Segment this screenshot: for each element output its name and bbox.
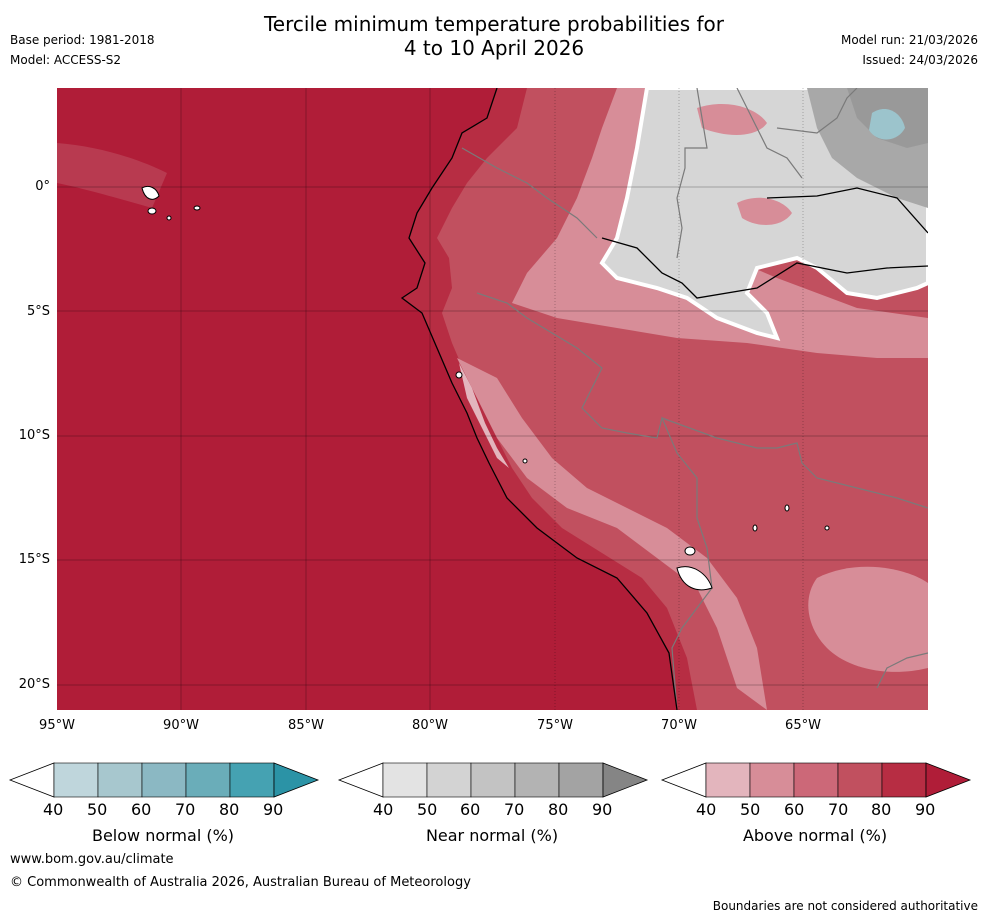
coastal-dark-band — [402, 88, 697, 710]
lon-label-65w: 65°W — [785, 718, 821, 733]
cb-near-tick-60: 60 — [460, 800, 481, 819]
model-run-text: Model run: 21/03/2026 — [840, 33, 978, 47]
colorbar-above-segment — [705, 762, 751, 798]
galapagos-shade — [57, 143, 167, 208]
lat-label-10s: 10°S — [18, 428, 50, 443]
cb-near-label: Near normal (%) — [425, 826, 559, 845]
colorbar-near-low-extend — [337, 762, 384, 798]
above-light-coast — [457, 358, 767, 710]
above-patch-in-near-2 — [737, 197, 792, 225]
country-borders — [461, 88, 928, 710]
lon-label-95w: 95°W — [39, 718, 75, 733]
lat-label-0: 0° — [35, 179, 50, 194]
meta-right: Model run: 21/03/2026 Issued: 24/03/2026 — [841, 30, 978, 70]
cb-above-tick-80: 80 — [871, 800, 892, 819]
above-light-north — [512, 88, 928, 358]
coastline — [400, 88, 928, 710]
copyright-text: © Commonwealth of Australia 2026, Austra… — [10, 875, 471, 890]
cb-below-tick-70: 70 — [175, 800, 196, 819]
cb-below-tick-40: 40 — [43, 800, 64, 819]
colorbars — [8, 762, 972, 798]
lakes-islands — [141, 185, 830, 591]
lat-label-15s: 15°S — [18, 552, 50, 567]
colorbar-near-segment — [470, 762, 516, 798]
colorbar-above-low-extend — [660, 762, 707, 798]
colorbar-below-high-extend — [273, 762, 320, 798]
cb-below-label: Below normal (%) — [91, 826, 235, 845]
website-link[interactable]: www.bom.gov.au/climate — [10, 852, 174, 867]
colorbar-below-normal — [8, 762, 320, 798]
colorbar-above-normal — [660, 762, 972, 798]
colorbar-below-segment — [53, 762, 99, 798]
cb-near-tick-50: 50 — [417, 800, 438, 819]
colorbar-above-segment — [881, 762, 927, 798]
cb-near-tick-70: 70 — [504, 800, 525, 819]
title-line-1: Tercile minimum temperature probabilitie… — [263, 12, 725, 36]
cb-above-tick-60: 60 — [784, 800, 805, 819]
lon-label-75w: 75°W — [537, 718, 573, 733]
disclaimer-text: Boundaries are not considered authoritat… — [712, 899, 978, 913]
cb-below-tick-50: 50 — [87, 800, 108, 819]
lat-label-5s: 5°S — [26, 304, 50, 319]
lon-label-70w: 70°W — [661, 718, 697, 733]
cb-near-tick-40: 40 — [373, 800, 394, 819]
colorbar-below-segment — [229, 762, 275, 798]
lon-label-85w: 85°W — [288, 718, 324, 733]
model-text: Model: ACCESS-S2 — [10, 53, 122, 67]
colorbar-below-segment — [185, 762, 231, 798]
title-line-2: 4 to 10 April 2026 — [403, 36, 585, 60]
below-normal-patch — [869, 108, 905, 140]
lat-label-20s: 20°S — [18, 677, 50, 692]
colorbar-below-low-extend — [8, 762, 55, 798]
cb-near-tick-90: 90 — [592, 800, 613, 819]
colorbar-below-segment — [141, 762, 187, 798]
colorbar-near-segment — [382, 762, 428, 798]
colorbar-below-segment — [97, 762, 143, 798]
cb-near-tick-80: 80 — [548, 800, 569, 819]
cb-below-tick-90: 90 — [263, 800, 284, 819]
lon-label-80w: 80°W — [412, 718, 448, 733]
chart-title: Tercile minimum temperature probabilitie… — [0, 12, 988, 60]
cb-above-label: Above normal (%) — [742, 826, 888, 845]
colorbar-above-segment — [837, 762, 883, 798]
cb-below-tick-60: 60 — [131, 800, 152, 819]
above-faint-coast — [459, 363, 509, 468]
cb-above-tick-50: 50 — [740, 800, 761, 819]
above-light-southeast — [808, 566, 928, 672]
lon-label-90w: 90°W — [163, 718, 199, 733]
colorbar-above-segment — [749, 762, 795, 798]
colorbar-near-segment — [514, 762, 560, 798]
cb-above-tick-40: 40 — [696, 800, 717, 819]
base-period-text: Base period: 1981-2018 — [10, 33, 155, 47]
colorbar-near-high-extend — [602, 762, 649, 798]
cb-above-tick-70: 70 — [828, 800, 849, 819]
probability-map — [57, 88, 928, 710]
colorbar-near-segment — [426, 762, 472, 798]
colorbar-above-segment — [793, 762, 839, 798]
cb-above-tick-90: 90 — [915, 800, 936, 819]
issued-text: Issued: 24/03/2026 — [862, 53, 978, 67]
colorbar-near-normal — [337, 762, 649, 798]
colorbar-near-segment — [558, 762, 604, 798]
cb-below-tick-80: 80 — [219, 800, 240, 819]
meta-left: Base period: 1981-2018 Model: ACCESS-S2 — [10, 30, 155, 70]
colorbar-above-high-extend — [925, 762, 972, 798]
